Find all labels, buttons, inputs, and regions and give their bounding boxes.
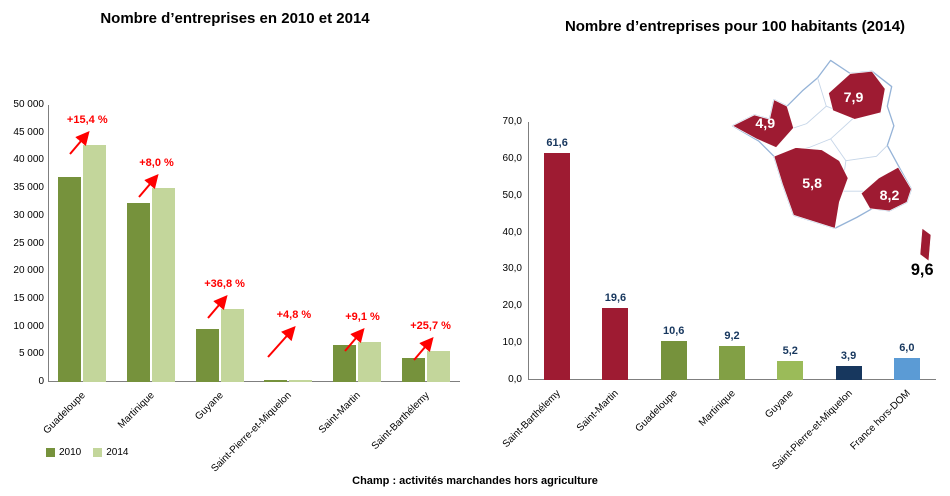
bar-2014	[83, 145, 107, 382]
left-plot-area	[48, 105, 460, 382]
chart-legend: 2010 2014	[46, 447, 129, 458]
y-axis-label: 10 000	[13, 320, 44, 332]
bar-per-100-inhabitants	[719, 346, 745, 380]
y-axis-label: 70,0	[502, 116, 522, 127]
legend-item-2010: 2010	[46, 447, 81, 458]
category-label: Saint-Barthélemy	[500, 388, 563, 451]
bar-per-100-inhabitants	[777, 361, 804, 380]
bar-value-label: 3,9	[840, 350, 857, 362]
legend-2010-label: 2010	[59, 447, 82, 458]
y-axis-label: 60,0	[502, 152, 522, 164]
left-bar-chart: Nombre d’entreprises en 2010 et 2014 201…	[0, 0, 470, 496]
right-chart-title: Nombre d’entreprises pour 100 habitants …	[564, 18, 906, 35]
map-label-nord-ouest: 4,9	[755, 116, 775, 132]
bar-value-label: 5,2	[782, 345, 798, 357]
y-axis-label: 10,0	[502, 337, 522, 349]
legend-2014-swatch	[93, 448, 103, 457]
bar-2014	[220, 309, 244, 382]
bar-per-100-inhabitants	[602, 308, 629, 380]
map-label-sud-ouest: 5,8	[802, 176, 822, 192]
growth-annotation: +36,8 %	[204, 278, 245, 290]
right-bar-chart: Nombre d’entreprises pour 100 habitants …	[470, 0, 950, 496]
bar-value-label: 6,0	[899, 342, 915, 354]
y-axis-label: 25 000	[13, 237, 44, 249]
bar-2014	[358, 342, 381, 382]
category-label: Saint-Pierre-et-Miquelon	[769, 388, 855, 473]
bar-2014	[289, 380, 313, 382]
bar-2014	[152, 188, 175, 382]
y-axis-label: 20 000	[13, 265, 44, 277]
legend-2010-swatch	[46, 448, 55, 457]
category-label: Martinique	[696, 388, 738, 429]
legend-item-2014: 2014	[93, 447, 129, 458]
category-label: Saint-Martin	[575, 388, 622, 434]
map-label-corse: 9,6	[911, 261, 934, 279]
bar-2010	[127, 203, 150, 382]
bar-per-100-inhabitants	[835, 366, 862, 380]
growth-arrow-icon	[267, 326, 296, 358]
map-region-nord-est	[828, 70, 886, 120]
y-axis-label: 35 000	[13, 182, 44, 194]
map-label-nord-est: 7,9	[844, 90, 864, 106]
bar-per-100-inhabitants	[660, 341, 687, 380]
bar-2010	[401, 358, 425, 382]
y-axis-label: 15 000	[13, 292, 44, 304]
growth-arrow-icon	[138, 173, 159, 198]
category-label: Guyane	[763, 388, 797, 421]
y-axis-label: 40,0	[502, 226, 522, 238]
bar-value-label: 61,6	[546, 137, 568, 149]
growth-annotation: +8,0 %	[139, 157, 174, 169]
chart-footnote: Champ : activités marchandes hors agricu…	[352, 475, 598, 487]
bar-2010	[333, 345, 356, 382]
y-axis-label: 30 000	[13, 209, 44, 221]
category-label: France hors-DOM	[848, 388, 913, 453]
y-axis-label: 20,0	[502, 300, 522, 312]
category-label: Guadeloupe	[633, 388, 680, 435]
y-axis-label: 45 000	[13, 126, 44, 138]
growth-annotation: +4,8 %	[276, 309, 312, 321]
france-map: 4,9 7,9 5,8 8,2 9,6	[731, 59, 934, 279]
bar-2014	[426, 351, 450, 382]
bar-value-label: 10,6	[662, 325, 685, 337]
map-region-nord-ouest	[731, 99, 794, 149]
growth-arrow-icon	[69, 130, 90, 155]
bar-per-100-inhabitants	[544, 153, 571, 380]
y-axis-label: 50 000	[13, 99, 44, 110]
bar-per-100-inhabitants	[893, 358, 920, 380]
y-axis-label: 0,0	[508, 374, 522, 385]
left-chart-title: Nombre d’entreprises en 2010 et 2014	[100, 10, 370, 27]
bar-2010	[264, 380, 288, 382]
growth-arrow-icon	[412, 336, 434, 361]
growth-annotation: +9,1 %	[345, 311, 380, 323]
legend-2014-label: 2014	[106, 447, 129, 458]
map-region-sud-est	[860, 166, 912, 212]
bar-value-label: 9,2	[724, 330, 740, 342]
map-label-sud-est: 8,2	[880, 188, 900, 204]
growth-annotation: +25,7 %	[410, 320, 451, 332]
growth-arrow-icon	[344, 327, 365, 352]
map-region-corse	[919, 227, 932, 262]
map-region-sud-ouest	[773, 147, 849, 229]
growth-arrow-icon	[206, 294, 228, 319]
y-axis-label: 0	[38, 376, 44, 387]
y-axis-label: 5 000	[18, 348, 44, 360]
bar-2010	[58, 177, 82, 382]
growth-annotation: +15,4 %	[66, 114, 108, 126]
y-axis-label: 30,0	[502, 263, 522, 275]
y-axis-label: 40 000	[13, 154, 44, 166]
bar-value-label: 19,6	[604, 292, 627, 304]
y-axis-label: 50,0	[502, 189, 522, 201]
bar-2010	[195, 329, 219, 382]
